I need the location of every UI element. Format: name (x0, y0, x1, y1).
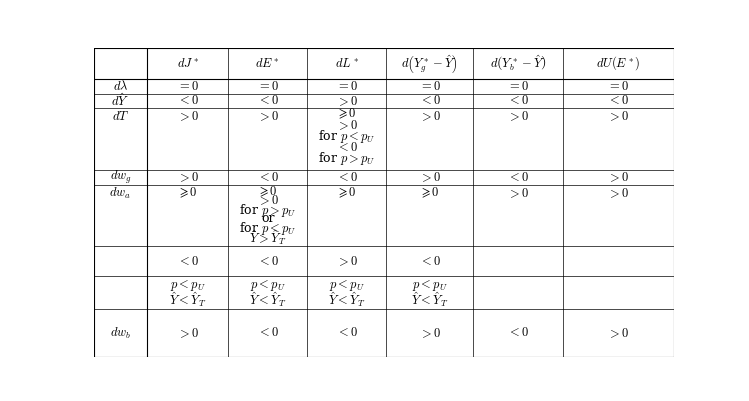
Text: $\geqslant 0$: $\geqslant 0$ (419, 186, 440, 200)
Text: $> 0$: $> 0$ (607, 186, 629, 200)
Text: $dw_g$: $dw_g$ (109, 169, 131, 186)
Text: $< 0$: $< 0$ (507, 94, 529, 107)
Text: $> 0$: $> 0$ (607, 109, 629, 123)
Text: $\geqslant 0$: $\geqslant 0$ (336, 186, 357, 200)
Text: $\hat{Y} < \hat{Y}_T$: $\hat{Y} < \hat{Y}_T$ (169, 290, 206, 308)
Text: $= 0$: $= 0$ (507, 80, 529, 93)
Text: $> 0$: $> 0$ (177, 170, 198, 184)
Text: $> 0$: $> 0$ (177, 109, 198, 123)
Text: $< 0$: $< 0$ (257, 94, 279, 107)
Text: $> 0$: $> 0$ (257, 194, 279, 207)
Text: $dw_b$: $dw_b$ (110, 325, 131, 340)
Text: $< 0$: $< 0$ (336, 326, 357, 340)
Text: $p < p_U$: $p < p_U$ (329, 278, 365, 294)
Text: $p < p_U$: $p < p_U$ (170, 278, 205, 294)
Text: $< 0$: $< 0$ (336, 141, 357, 154)
Text: $> 0$: $> 0$ (257, 109, 279, 123)
Text: $> 0$: $> 0$ (507, 109, 529, 123)
Text: $< 0$: $< 0$ (336, 171, 357, 184)
Text: $> 0$: $> 0$ (419, 109, 440, 123)
Text: $> 0$: $> 0$ (177, 326, 198, 340)
Text: $= 0$: $= 0$ (607, 80, 629, 93)
Text: $= 0$: $= 0$ (336, 80, 357, 93)
Text: $\hat{Y} < \hat{Y}_T$: $\hat{Y} < \hat{Y}_T$ (411, 290, 449, 308)
Text: $< 0$: $< 0$ (419, 94, 440, 107)
Text: $= 0$: $= 0$ (257, 80, 279, 93)
Text: $> 0$: $> 0$ (507, 186, 529, 200)
Text: $< 0$: $< 0$ (607, 94, 629, 107)
Text: $< 0$: $< 0$ (507, 326, 529, 340)
Text: $< 0$: $< 0$ (177, 255, 198, 268)
Text: $< 0$: $< 0$ (257, 326, 279, 340)
Text: $dU(E^*)$: $dU(E^*)$ (596, 55, 640, 73)
Text: for $p > p_U$: for $p > p_U$ (318, 150, 375, 167)
Text: $dL^*$: $dL^*$ (335, 57, 359, 70)
Text: $< 0$: $< 0$ (177, 94, 198, 107)
Text: $dw_a$: $dw_a$ (109, 186, 131, 201)
Text: $d\hat{Y}$: $d\hat{Y}$ (112, 93, 130, 109)
Text: $\hat{Y} < \hat{Y}_T$: $\hat{Y} < \hat{Y}_T$ (328, 290, 366, 308)
Text: $\geqslant 0$: $\geqslant 0$ (258, 184, 278, 198)
Text: $= 0$: $= 0$ (419, 80, 440, 93)
Text: $< 0$: $< 0$ (419, 255, 440, 268)
Text: or: or (261, 213, 275, 225)
Text: $> 0$: $> 0$ (336, 118, 357, 132)
Text: $d\left(Y_b^* - \hat{Y}\right)$: $d\left(Y_b^* - \hat{Y}\right)$ (490, 54, 546, 73)
Text: $p < p_U$: $p < p_U$ (412, 278, 448, 294)
Text: $> 0$: $> 0$ (419, 326, 440, 340)
Text: $> 0$: $> 0$ (607, 326, 629, 340)
Text: $> 0$: $> 0$ (336, 254, 357, 268)
Text: for $p > p_U$: for $p > p_U$ (239, 202, 297, 219)
Text: $< 0$: $< 0$ (257, 171, 279, 184)
Text: $= 0$: $= 0$ (177, 80, 198, 93)
Text: $> 0$: $> 0$ (336, 94, 357, 107)
Text: $< 0$: $< 0$ (507, 171, 529, 184)
Text: $\hat{Y} < \hat{Y}_T$: $\hat{Y} < \hat{Y}_T$ (249, 290, 286, 308)
Text: $> 0$: $> 0$ (419, 170, 440, 184)
Text: $\hat{Y} > \hat{Y}_T$: $\hat{Y} > \hat{Y}_T$ (249, 229, 286, 247)
Text: $d\left(Y_g^* - \hat{Y}\right)$: $d\left(Y_g^* - \hat{Y}\right)$ (401, 53, 458, 75)
Text: for $p < p_U$: for $p < p_U$ (239, 219, 297, 237)
Text: for $p < p_U$: for $p < p_U$ (318, 128, 375, 145)
Text: $d\lambda$: $d\lambda$ (112, 79, 128, 93)
Text: $p < p_U$: $p < p_U$ (250, 278, 285, 294)
Text: $dE^*$: $dE^*$ (255, 57, 280, 70)
Text: $\geqslant 0$: $\geqslant 0$ (178, 186, 198, 200)
Text: $> 0$: $> 0$ (607, 170, 629, 184)
Text: $dJ^*$: $dJ^*$ (177, 57, 198, 70)
Text: $< 0$: $< 0$ (257, 255, 279, 268)
Text: $dT$: $dT$ (112, 109, 129, 123)
Text: $\geqslant 0$: $\geqslant 0$ (336, 107, 357, 122)
